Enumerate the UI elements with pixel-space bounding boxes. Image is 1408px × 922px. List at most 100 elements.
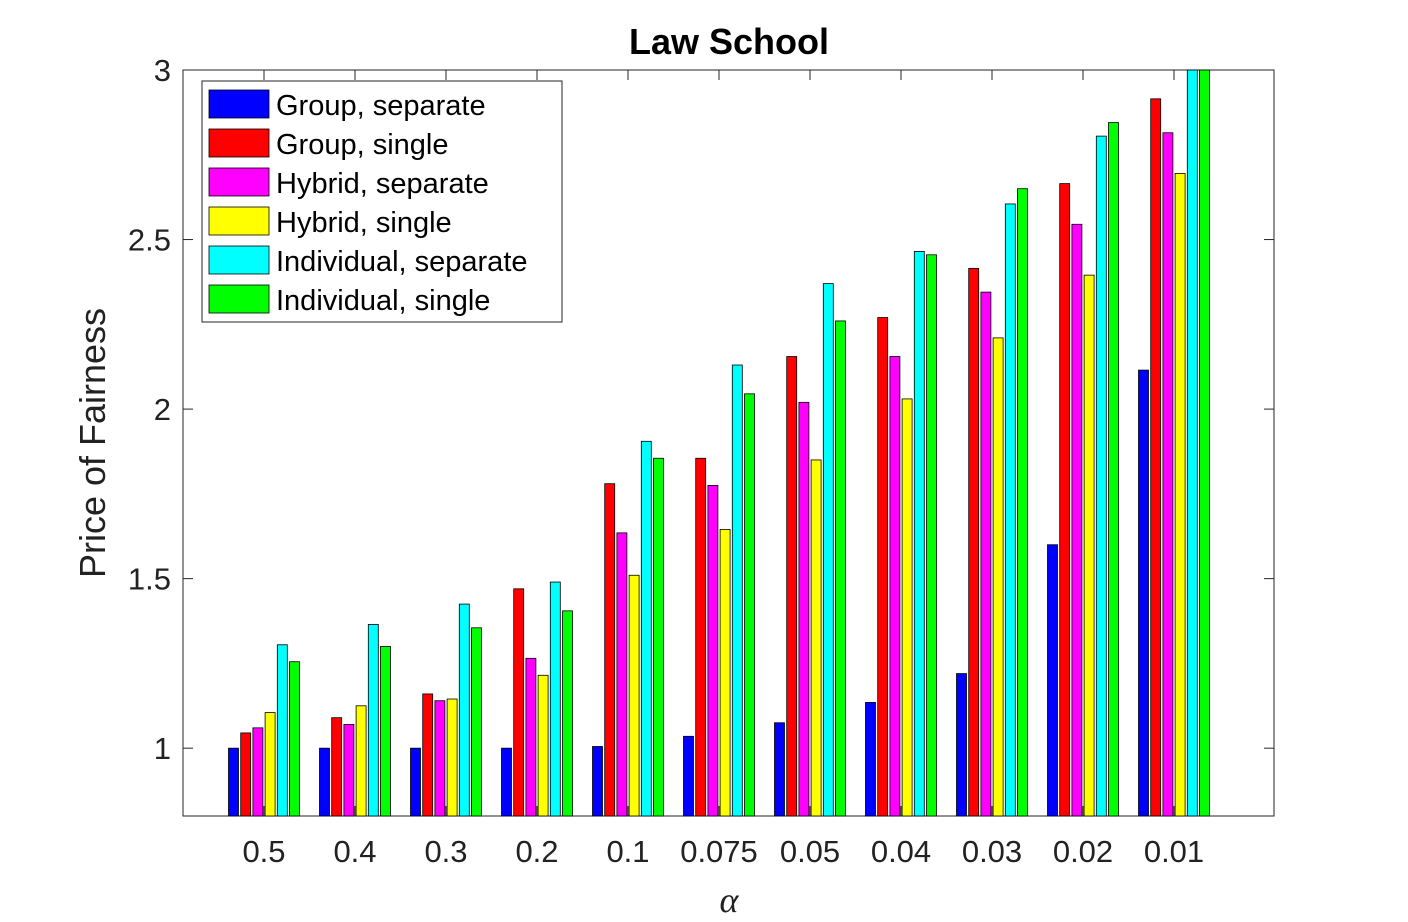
bar-s1-c3 [513, 588, 525, 817]
x-tick-label-4: 0.1 [606, 834, 649, 869]
legend-swatch-3 [208, 206, 270, 236]
bar-s1-c7 [877, 317, 889, 817]
bar-s4-c5 [731, 364, 743, 817]
bar-s0-c8 [956, 673, 967, 817]
y-axis: 1 1.5 2 2.5 3 [128, 53, 1274, 766]
x-axis-label: α [720, 880, 740, 920]
bar-s0-c0 [228, 747, 239, 817]
legend-label-1: Group, single [276, 129, 449, 161]
bar-s3-c8 [992, 337, 1004, 817]
y-axis-label: Price of Fairness [72, 308, 113, 578]
legend-swatch-1 [208, 128, 270, 158]
legend-label-2: Hybrid, separate [276, 168, 489, 200]
bar-s4-c3 [549, 581, 561, 817]
bar-s0-c2 [410, 747, 421, 817]
bar-s1-c6 [786, 356, 798, 817]
bar-s2-c5 [707, 484, 719, 817]
bar-s2-c3 [525, 657, 537, 817]
x-tick-label-2: 0.3 [424, 834, 467, 869]
legend: Group, separate Group, single Hybrid, sepa… [201, 80, 563, 323]
bar-s2-c0 [252, 727, 264, 817]
bar-s2-c8 [980, 291, 992, 817]
bar-s1-c8 [968, 267, 980, 817]
bar-s4-c2 [458, 603, 470, 817]
bar-s1-c0 [240, 732, 252, 817]
bar-s5-c2 [471, 627, 482, 817]
legend-swatch-0 [208, 89, 270, 119]
bar-s4-c10 [1186, 69, 1198, 817]
y-tick-label-0: 1 [154, 731, 171, 766]
bar-s4-c8 [1004, 203, 1016, 817]
legend-swatch-2 [208, 167, 270, 197]
bar-s5-c0 [289, 661, 300, 817]
bar-s5-c10 [1199, 69, 1210, 817]
bar-s0-c7 [865, 702, 876, 817]
bar-s5-c4 [653, 457, 664, 817]
bar-s5-c6 [835, 320, 846, 817]
bar-s3-c3 [537, 674, 549, 817]
bar-s5-c5 [744, 393, 755, 817]
bar-s3-c9 [1083, 274, 1095, 817]
bar-s2-c1 [343, 724, 355, 817]
bar-s3-c5 [719, 529, 731, 817]
legend-swatch-5 [208, 284, 270, 314]
x-axis: 0.5 0.4 0.3 0.2 0.1 0.075 0.05 0.04 0.03 0.02 0.01 [242, 70, 1204, 869]
legend-label-3: Hybrid, single [276, 207, 452, 239]
bar-s0-c6 [774, 722, 785, 817]
bar-s2-c10 [1162, 132, 1174, 817]
x-tick-label-3: 0.2 [515, 834, 558, 869]
bar-s2-c7 [889, 356, 901, 817]
bar-s5-c8 [1017, 188, 1028, 817]
x-tick-label-6: 0.05 [780, 834, 840, 869]
bar-s1-c10 [1150, 98, 1162, 817]
bar-s3-c0 [264, 712, 276, 817]
bar-s1-c4 [604, 483, 616, 817]
bar-s3-c10 [1174, 173, 1186, 817]
bars [228, 69, 1210, 817]
x-tick-label-0: 0.5 [242, 834, 285, 869]
bar-s4-c4 [640, 440, 652, 817]
bar-s0-c4 [592, 746, 603, 817]
bar-s4-c6 [822, 283, 834, 817]
bar-s2-c4 [616, 532, 628, 817]
bar-s3-c6 [810, 459, 822, 817]
bar-s5-c1 [380, 646, 391, 817]
bar-s3-c1 [355, 705, 367, 817]
x-tick-label-1: 0.4 [333, 834, 376, 869]
bar-s4-c9 [1095, 135, 1107, 817]
legend-box [201, 80, 563, 323]
legend-label-5: Individual, single [276, 285, 490, 317]
bar-s2-c6 [798, 401, 810, 817]
bar-s1-c5 [695, 457, 707, 817]
bar-s0-c3 [501, 747, 512, 817]
x-tick-label-10: 0.01 [1144, 834, 1204, 869]
bar-s1-c1 [331, 717, 343, 817]
bar-s2-c2 [434, 700, 446, 817]
legend-label-4: Individual, separate [276, 246, 528, 278]
bar-s4-c7 [913, 251, 925, 817]
y-tick-label-2: 2 [154, 392, 171, 427]
bar-s4-c1 [367, 624, 379, 817]
y-tick-label-3: 2.5 [128, 223, 171, 258]
bar-s5-c7 [926, 254, 937, 817]
bar-s1-c9 [1059, 183, 1071, 817]
bar-s0-c10 [1138, 369, 1149, 817]
y-tick-label-4: 3 [154, 53, 171, 88]
legend-label-0: Group, separate [276, 90, 486, 122]
x-tick-label-5: 0.075 [680, 834, 758, 869]
chart-title: Law School [629, 21, 829, 62]
legend-swatch-4 [208, 245, 270, 275]
x-tick-label-8: 0.03 [962, 834, 1022, 869]
y-tick-label-1: 1.5 [128, 562, 171, 597]
bar-s3-c4 [628, 574, 640, 817]
bar-s3-c2 [446, 698, 458, 817]
bar-s0-c5 [683, 735, 694, 817]
bar-s5-c3 [562, 610, 573, 817]
bar-s4-c0 [276, 644, 288, 817]
bar-s0-c1 [319, 747, 330, 817]
x-tick-label-7: 0.04 [871, 834, 931, 869]
x-tick-label-9: 0.02 [1053, 834, 1113, 869]
bar-s5-c9 [1108, 122, 1119, 817]
bar-s2-c9 [1071, 223, 1083, 817]
